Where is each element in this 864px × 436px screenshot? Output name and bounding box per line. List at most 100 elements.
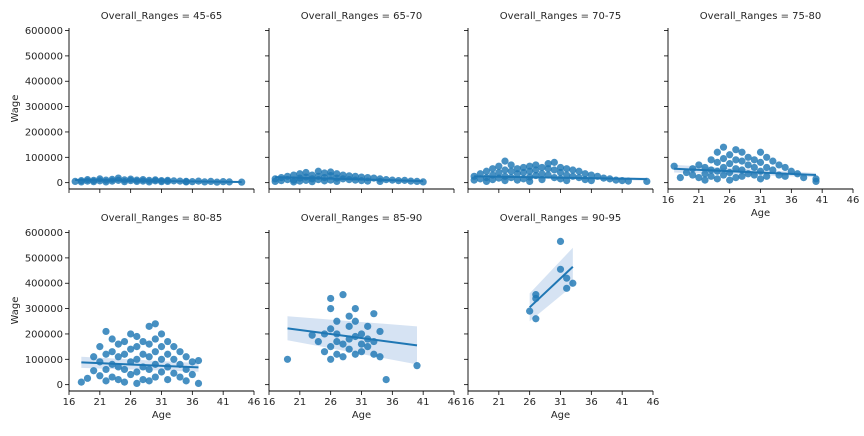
data-point xyxy=(188,358,196,366)
data-point xyxy=(120,378,129,386)
x-tick-label: 16 xyxy=(662,195,675,206)
data-point xyxy=(351,350,359,358)
data-point xyxy=(296,177,304,185)
y-tick-label: 100000 xyxy=(25,355,63,366)
data-point xyxy=(151,320,159,328)
data-point xyxy=(563,284,571,292)
y-tick-label: 400000 xyxy=(25,77,63,88)
data-point xyxy=(701,176,709,184)
data-point xyxy=(756,175,765,183)
data-point xyxy=(744,153,752,161)
data-point xyxy=(194,356,203,365)
data-point xyxy=(345,312,353,320)
data-point xyxy=(357,177,366,185)
x-tick-label: 46 xyxy=(647,397,660,408)
data-point xyxy=(133,355,141,363)
data-point xyxy=(238,178,246,186)
panel-title: Overall_Ranges = 65-70 xyxy=(301,11,422,22)
regression-line xyxy=(75,178,242,184)
data-point xyxy=(495,162,503,170)
data-point xyxy=(812,177,820,185)
data-point xyxy=(120,365,129,374)
facet-panel-6: Overall_Ranges = 85-90 16 21 26 31 36 41 46 Age xyxy=(263,213,461,421)
y-tick-label: 200000 xyxy=(25,127,63,138)
x-tick-label: 26 xyxy=(324,397,337,408)
data-point xyxy=(550,158,558,166)
x-tick-label: 21 xyxy=(93,397,106,408)
data-point xyxy=(290,178,298,186)
data-point xyxy=(756,167,765,175)
data-point xyxy=(176,348,184,356)
data-point xyxy=(170,369,178,377)
data-point xyxy=(145,322,153,330)
data-point xyxy=(314,337,322,346)
data-point xyxy=(781,163,789,172)
data-point xyxy=(90,367,98,375)
data-point xyxy=(83,374,92,382)
data-point xyxy=(339,291,347,299)
data-point xyxy=(370,310,378,318)
data-point xyxy=(513,165,521,173)
data-point xyxy=(556,168,565,177)
facet-panel-4: Overall_Ranges = 75-80 16 21 26 31 36 41 46 Age xyxy=(662,11,860,219)
data-point xyxy=(482,177,491,185)
data-point xyxy=(145,377,153,385)
data-point xyxy=(538,163,546,172)
y-axis-label: Wage xyxy=(10,95,21,123)
data-point xyxy=(96,372,104,380)
data-point xyxy=(194,379,203,387)
data-point xyxy=(351,317,359,325)
data-point xyxy=(139,375,147,384)
data-point xyxy=(376,327,384,336)
panel-title: Overall_Ranges = 45-65 xyxy=(101,11,222,22)
data-point xyxy=(108,348,116,356)
data-point xyxy=(188,370,196,379)
data-point xyxy=(114,353,122,361)
data-point xyxy=(526,162,534,170)
data-point xyxy=(769,166,777,174)
data-point xyxy=(526,307,534,315)
data-point xyxy=(277,177,285,185)
data-point xyxy=(327,355,335,363)
y-axis-label: Wage xyxy=(10,297,21,325)
facet-panel-3: Overall_Ranges = 70-75 xyxy=(464,11,654,193)
x-tick-label: 31 xyxy=(554,397,567,408)
data-point xyxy=(676,173,684,182)
data-point xyxy=(102,365,110,374)
facet-panel-1: Overall_Ranges = 45-65 0 100000 200000 30000… xyxy=(10,11,255,193)
y-tick-label: 500000 xyxy=(25,51,63,62)
x-tick-label: 36 xyxy=(585,397,598,408)
data-point xyxy=(327,294,335,303)
data-point xyxy=(182,353,190,361)
data-point xyxy=(501,177,509,185)
data-point xyxy=(726,151,734,159)
panel-title: Overall_Ranges = 85-90 xyxy=(301,213,422,224)
data-point xyxy=(689,171,697,179)
data-point xyxy=(376,177,384,185)
data-point xyxy=(563,274,571,282)
data-point xyxy=(769,157,777,165)
data-point xyxy=(726,168,734,177)
data-point xyxy=(151,348,159,356)
x-tick-label: 46 xyxy=(847,195,860,206)
data-point xyxy=(750,156,758,164)
facet-panel-5: Overall_Ranges = 80-85 0 100000 200000 30000… xyxy=(10,213,260,421)
data-point xyxy=(308,178,316,186)
data-point xyxy=(532,161,540,169)
data-point xyxy=(120,178,129,186)
data-point xyxy=(102,327,110,336)
data-point xyxy=(738,157,746,165)
data-point xyxy=(732,156,740,164)
data-point xyxy=(763,163,771,172)
data-point xyxy=(526,177,534,185)
data-point xyxy=(513,176,521,184)
data-point xyxy=(495,168,503,177)
data-point xyxy=(756,158,765,166)
data-point xyxy=(413,362,421,370)
data-point xyxy=(164,337,172,346)
data-point xyxy=(695,161,703,169)
x-tick-label: 26 xyxy=(523,397,536,408)
data-point xyxy=(775,161,783,169)
x-tick-label: 41 xyxy=(616,397,629,408)
data-point xyxy=(157,330,166,338)
